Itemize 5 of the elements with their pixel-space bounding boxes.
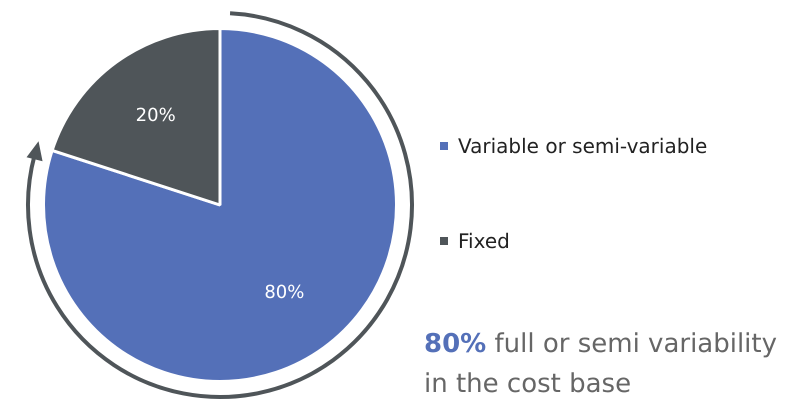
- data-label: 80%: [264, 282, 304, 304]
- data-label: 20%: [136, 105, 176, 126]
- text: 80% full or semi variability in the cost base: [424, 328, 778, 400]
- legend-label: Fixed: [458, 229, 510, 253]
- legend-label: Variable or semi-variable: [458, 134, 708, 158]
